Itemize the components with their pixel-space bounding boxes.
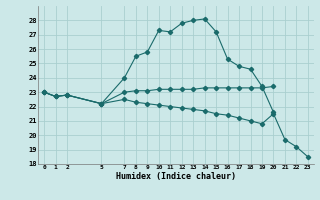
- X-axis label: Humidex (Indice chaleur): Humidex (Indice chaleur): [116, 172, 236, 181]
